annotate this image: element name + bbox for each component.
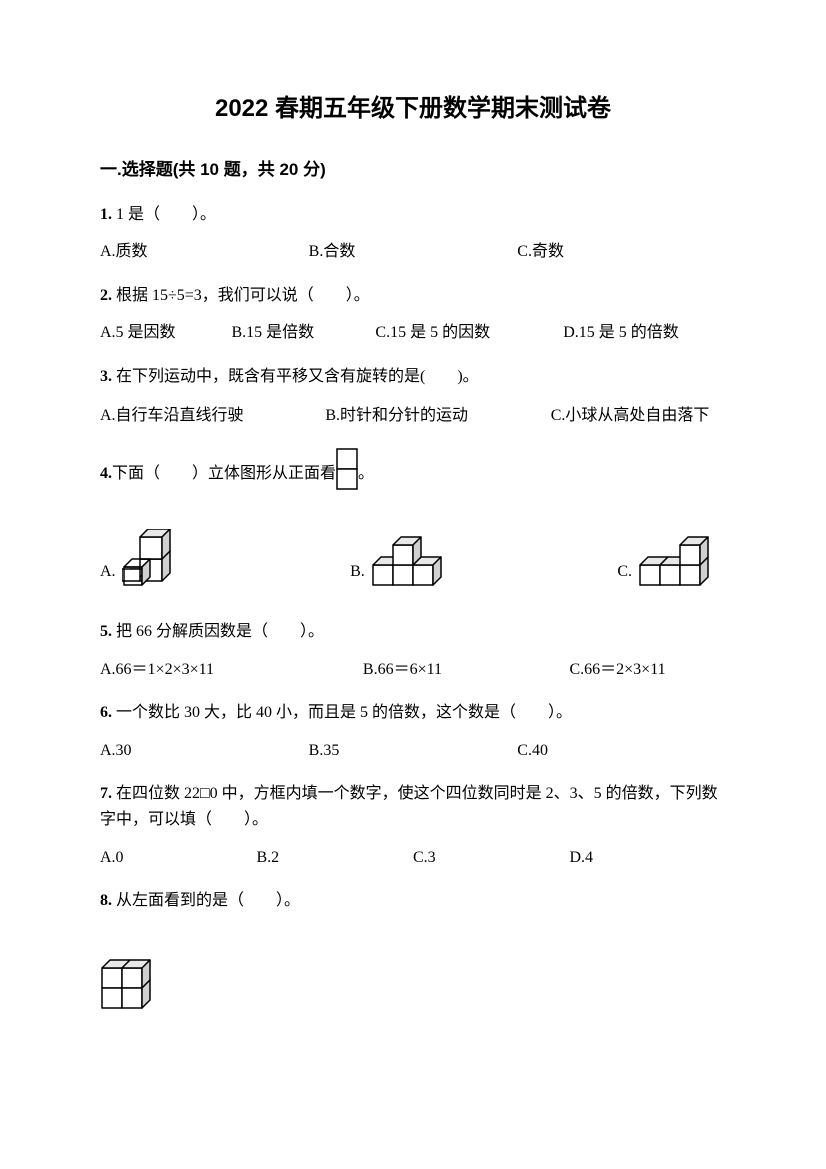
q2-opt-a: A.5 是因数 [100,320,231,346]
q4-text-after: 。 [358,461,374,487]
cube-figure-q8-icon [100,956,162,1012]
q7-num: 7. [100,785,112,802]
q4-opt-b-label: B. [350,559,365,589]
q4-opt-b: B. [350,531,449,589]
q7-opt-d: D.4 [570,845,727,871]
question-3: 3. 在下列运动中，既含有平移又含有旋转的是( )。 A.自行车沿直线行驶 B.… [100,364,726,430]
q7-opt-a: A.0 [100,845,257,871]
question-6: 6. 一个数比 30 大，比 40 小，而且是 5 的倍数，这个数是（ ）。 A… [100,700,726,763]
q5-text: 把 66 分解质因数是（ ）。 [116,623,324,640]
q8-figure [100,956,726,1021]
q6-opt-a: A.30 [100,738,309,764]
cube-figure-a-icon [122,529,182,589]
question-4: 4. 下面（ ）立体图形从正面看 。 A. [100,448,726,589]
q3-num: 3. [100,368,112,385]
cube-figure-b-icon [371,531,449,589]
question-7: 7. 在四位数 22□0 中，方框内填一个数字，使这个四位数同时是 2、3、5 … [100,781,726,870]
question-5: 5. 把 66 分解质因数是（ ）。 A.66＝1×2×3×11 B.66＝6×… [100,619,726,682]
question-1: 1. 1 是（ ）。 A.质数 B.合数 C.奇数 [100,202,726,265]
q4-opt-c-label: C. [617,559,632,589]
q8-num: 8. [100,892,112,909]
q1-opt-b: B.合数 [309,239,518,265]
q2-opt-d: D.15 是 5 的倍数 [563,320,726,346]
q2-opt-c: C.15 是 5 的因数 [375,320,563,346]
q3-text: 在下列运动中，既含有平移又含有旋转的是( )。 [116,368,479,385]
q3-opt-b: B.时针和分针的运动 [325,402,550,431]
q5-opt-a: A.66＝1×2×3×11 [100,657,363,683]
q2-text: 根据 15÷5=3，我们可以说（ ）。 [116,287,370,304]
q4-opt-a: A. [100,529,182,589]
q1-num: 1. [100,206,112,223]
q7-text: 在四位数 22□0 中，方框内填一个数字，使这个四位数同时是 2、3、5 的倍数… [100,785,718,828]
q7-opt-c: C.3 [413,845,570,871]
q3-opt-c: C.小球从高处自由落下 [551,402,726,431]
q7-opt-b: B.2 [257,845,414,871]
q4-front-view-icon [336,448,358,499]
q6-text: 一个数比 30 大，比 40 小，而且是 5 的倍数，这个数是（ ）。 [116,704,572,721]
cube-figure-c-icon [638,531,726,589]
q6-opt-c: C.40 [517,738,726,764]
q8-text: 从左面看到的是（ ）。 [116,892,300,909]
page-title: 2022 春期五年级下册数学期末测试卷 [100,90,726,128]
q2-opt-b: B.15 是倍数 [231,320,375,346]
section-header: 一.选择题(共 10 题，共 20 分) [100,156,726,183]
q5-opt-b: B.66＝6×11 [363,657,570,683]
q4-opt-c: C. [617,531,726,589]
q1-text: 1 是（ ）。 [116,206,216,223]
q4-opt-a-label: A. [100,559,116,589]
q4-num: 4. [100,461,112,487]
q2-num: 2. [100,287,112,304]
q3-opt-a: A.自行车沿直线行驶 [100,402,325,431]
question-8: 8. 从左面看到的是（ ）。 [100,888,726,1020]
question-2: 2. 根据 15÷5=3，我们可以说（ ）。 A.5 是因数 B.15 是倍数 … [100,283,726,346]
q5-opt-c: C.66＝2×3×11 [569,657,726,683]
q6-opt-b: B.35 [309,738,518,764]
q1-opt-c: C.奇数 [517,239,726,265]
q5-num: 5. [100,623,112,640]
q1-opt-a: A.质数 [100,239,309,265]
q4-text-before: 下面（ ）立体图形从正面看 [112,461,336,487]
q6-num: 6. [100,704,112,721]
